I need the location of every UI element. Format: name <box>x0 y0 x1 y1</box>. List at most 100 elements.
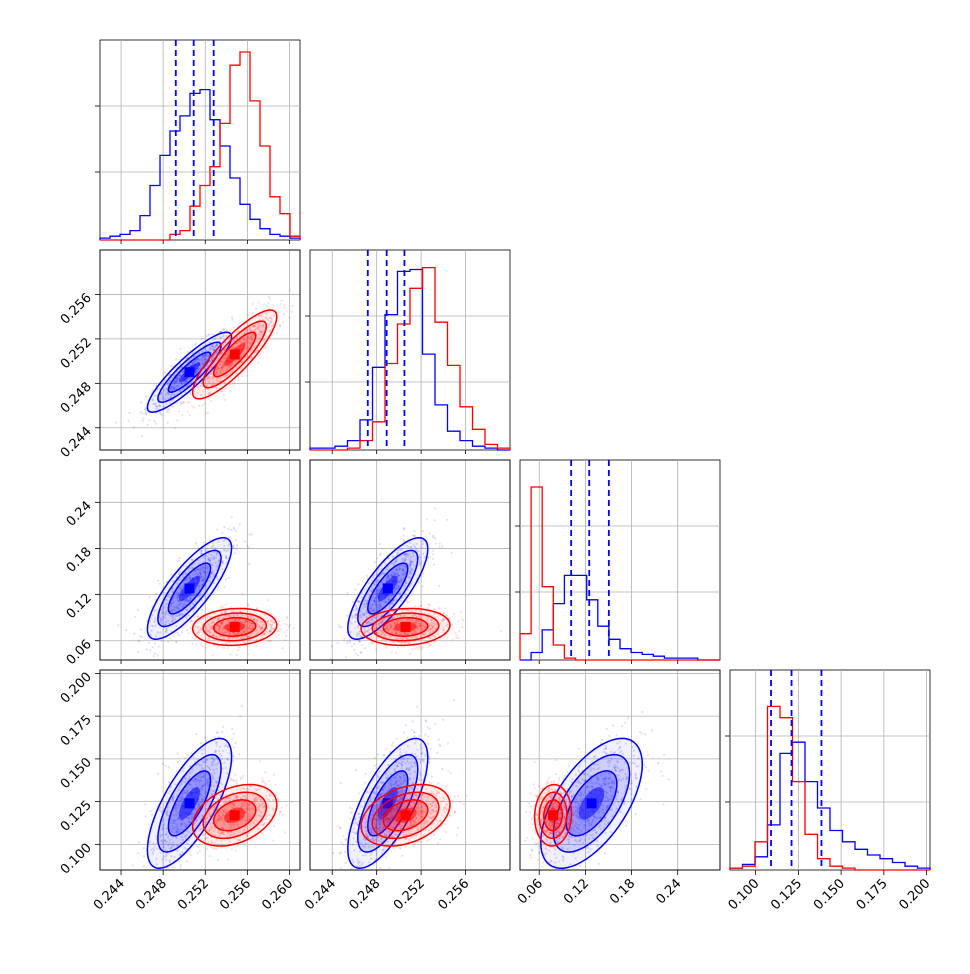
scatter-point <box>191 636 193 638</box>
scatter-point <box>284 639 286 641</box>
scatter-point <box>409 653 411 655</box>
scatter-point <box>145 396 147 398</box>
scatter-point <box>233 756 235 758</box>
scatter-point <box>187 401 189 403</box>
scatter-point <box>429 604 431 606</box>
scatter-point <box>233 381 235 383</box>
scatter-point <box>198 367 200 369</box>
scatter-point <box>420 605 422 607</box>
scatter-point <box>187 632 189 634</box>
scatter-point <box>203 542 205 544</box>
scatter-point <box>140 629 142 631</box>
scatter-point <box>142 865 144 867</box>
scatter-point <box>210 400 212 402</box>
scatter-point <box>453 613 455 615</box>
scatter-point <box>194 407 196 409</box>
scatter-point <box>135 886 137 888</box>
scatter-point <box>303 632 305 634</box>
scatter-point <box>190 608 192 610</box>
scatter-point <box>175 359 177 361</box>
scatter-point <box>343 639 345 641</box>
scatter-point <box>281 300 283 302</box>
scatter-point <box>446 636 448 638</box>
scatter-point <box>187 818 189 820</box>
scatter-point <box>251 533 253 535</box>
scatter-point <box>233 746 235 748</box>
scatter-point <box>179 348 181 350</box>
scatter-point <box>285 635 287 637</box>
scatter-point <box>176 419 178 421</box>
scatter-point <box>357 615 359 617</box>
scatter-point <box>235 849 237 851</box>
scatter-point <box>444 635 446 637</box>
scatter-point <box>231 316 233 318</box>
scatter-point <box>191 377 193 379</box>
scatter-point <box>292 305 294 307</box>
scatter-point <box>208 334 210 336</box>
scatter-point <box>205 355 207 357</box>
scatter-point <box>434 519 436 521</box>
scatter-point <box>355 653 357 655</box>
scatter-point <box>157 654 159 656</box>
scatter-point <box>276 332 278 334</box>
scatter-point <box>247 546 249 548</box>
scatter-point <box>176 632 178 634</box>
scatter-point <box>455 637 457 639</box>
scatter-point <box>403 527 405 529</box>
scatter-point <box>357 583 359 585</box>
scatter-point <box>202 645 204 647</box>
scatter-point <box>451 639 453 641</box>
scatter-point <box>149 878 151 880</box>
scatter-point <box>197 615 199 617</box>
scatter-point <box>183 825 185 827</box>
scatter-point <box>403 540 405 542</box>
scatter-point <box>257 362 259 364</box>
scatter-point <box>191 643 193 645</box>
scatter-point <box>354 627 356 629</box>
scatter-point <box>222 328 224 330</box>
scatter-point <box>366 610 368 612</box>
scatter-point <box>284 631 286 633</box>
scatter-point <box>232 779 234 781</box>
scatter-point <box>446 519 448 521</box>
scatter-point <box>250 840 252 842</box>
scatter-point <box>255 308 257 310</box>
scatter-point <box>244 374 246 376</box>
scatter-point <box>405 600 407 602</box>
scatter-point <box>190 393 192 395</box>
scatter-point <box>224 388 226 390</box>
scatter-point <box>199 850 201 852</box>
scatter-point <box>169 637 171 639</box>
scatter-point <box>151 814 153 816</box>
scatter-point <box>346 615 348 617</box>
scatter-point <box>286 624 288 626</box>
scatter-point <box>422 573 424 575</box>
scatter-point <box>357 654 359 656</box>
scatter-point <box>231 516 233 518</box>
scatter-point <box>212 654 214 656</box>
scatter-point <box>432 550 434 552</box>
scatter-point <box>456 634 458 636</box>
scatter-point <box>255 645 257 647</box>
scatter-point <box>177 761 179 763</box>
scatter-point <box>144 803 146 805</box>
scatter-point <box>378 543 380 545</box>
scatter-point <box>442 612 444 614</box>
scatter-point <box>346 642 348 644</box>
scatter-point <box>434 641 436 643</box>
scatter-point <box>195 542 197 544</box>
scatter-point <box>273 774 275 776</box>
scatter-point <box>384 608 386 610</box>
scatter-point <box>205 740 207 742</box>
scatter-point <box>200 742 202 744</box>
scatter-point <box>227 647 229 649</box>
scatter-point <box>450 624 452 626</box>
scatter-point <box>227 528 229 530</box>
scatter-point <box>356 617 358 619</box>
scatter-point <box>247 314 249 316</box>
scatter-point <box>411 648 413 650</box>
scatter-point <box>115 421 117 423</box>
scatter-point <box>249 534 251 536</box>
scatter-point <box>152 646 154 648</box>
scatter-point <box>438 585 440 587</box>
